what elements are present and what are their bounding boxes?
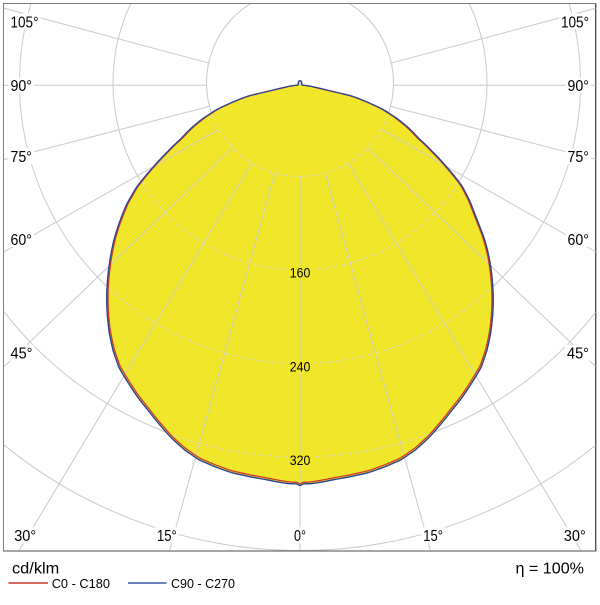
svg-text:90°: 90°: [11, 78, 33, 95]
svg-text:30°: 30°: [564, 528, 586, 545]
svg-text:C90 - C270: C90 - C270: [171, 576, 235, 591]
svg-text:C0 - C180: C0 - C180: [52, 576, 110, 591]
svg-text:60°: 60°: [11, 232, 33, 249]
svg-text:60°: 60°: [568, 232, 590, 249]
svg-text:160: 160: [290, 266, 311, 281]
svg-text:15°: 15°: [157, 528, 177, 545]
svg-text:320: 320: [290, 453, 311, 468]
svg-text:45°: 45°: [567, 346, 589, 363]
svg-text:cd/klm: cd/klm: [12, 561, 59, 578]
svg-text:15°: 15°: [423, 528, 443, 545]
svg-text:0°: 0°: [294, 528, 306, 545]
svg-text:75°: 75°: [11, 149, 33, 166]
svg-text:105°: 105°: [561, 14, 589, 31]
svg-text:η = 100%: η = 100%: [516, 560, 585, 577]
svg-text:105°: 105°: [11, 14, 39, 31]
svg-text:90°: 90°: [568, 78, 590, 95]
svg-text:45°: 45°: [11, 346, 33, 363]
svg-text:240: 240: [290, 360, 311, 375]
svg-text:30°: 30°: [14, 528, 36, 545]
svg-text:75°: 75°: [568, 149, 590, 166]
